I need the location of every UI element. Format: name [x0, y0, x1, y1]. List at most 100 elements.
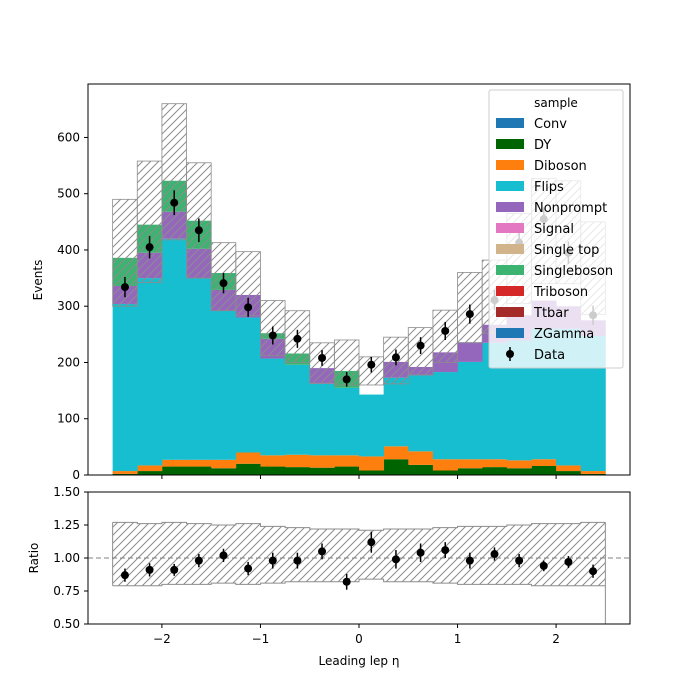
ratio-y-ticks: 0.50 0.75 1.00 1.25 1.50: [53, 485, 88, 631]
ratio-uncertainty-band: [112, 521, 606, 624]
y-tick-label: 1.25: [53, 518, 80, 532]
ratio-point: [465, 556, 474, 565]
ratio-point: [416, 548, 425, 557]
bar-dy: [260, 466, 286, 475]
bar-flips: [112, 303, 138, 472]
ratio-band-bin: [334, 528, 359, 582]
bar-dy: [334, 466, 360, 475]
main-panel: 0 100 200 300 400 500 600 Events sample Conv DY…: [31, 83, 631, 482]
y-tick-label: 100: [57, 412, 80, 426]
legend-items: Conv DY Diboson Flips Nonprompt Signal Single …: [496, 117, 613, 363]
legend-label-data: Data: [534, 348, 565, 363]
data-point: [367, 360, 376, 369]
legend-frame: [488, 89, 624, 369]
data-point: [170, 198, 179, 207]
y-tick-label: 1.00: [53, 551, 80, 565]
bar-dy: [556, 471, 582, 475]
legend-swatch-triboson: [496, 286, 524, 296]
x-tick-label: 2: [552, 632, 560, 646]
ratio-point: [244, 564, 253, 573]
ratio-point: [268, 556, 277, 565]
ratio-point: [194, 556, 203, 565]
ratio-point: [120, 571, 129, 580]
data-point: [120, 283, 129, 292]
bar-flips: [235, 317, 261, 453]
data-point: [342, 375, 351, 384]
bar-diboson: [334, 455, 360, 467]
legend-label-ttbar: Ttbar: [533, 306, 569, 321]
bar-diboson: [161, 459, 187, 467]
ratio-point: [293, 556, 302, 565]
ratio-point: [441, 546, 450, 555]
main-y-ticks: 0 100 200 300 400 500 600: [57, 130, 88, 482]
ratio-y-axis-label: Ratio: [27, 543, 41, 574]
bar-diboson: [432, 459, 458, 471]
bar-dy: [531, 465, 557, 475]
legend-label-singleboson: Singleboson: [534, 264, 613, 279]
legend-swatch-dy: [496, 139, 524, 149]
ratio-band-lower-edge: [112, 578, 606, 587]
data-point: [441, 326, 450, 335]
bar-diboson: [457, 459, 483, 469]
bar-dy: [112, 473, 138, 475]
bar-diboson: [186, 459, 212, 467]
x-tick-label: 0: [355, 632, 363, 646]
legend-data-marker: [506, 350, 514, 358]
bar-dy: [137, 471, 163, 475]
bar-dy: [161, 466, 187, 475]
ratio-band-upper-edge: [112, 521, 606, 531]
bar-dy: [211, 468, 237, 475]
data-point: [318, 353, 327, 362]
y-tick-label: 0: [72, 468, 80, 482]
bar-flips: [408, 375, 434, 452]
bar-diboson: [137, 465, 163, 472]
legend-label-signal: Signal: [534, 222, 574, 237]
bar-flips: [383, 377, 409, 447]
legend: sample Conv DY Diboson Flips Nonprompt Signal…: [488, 89, 624, 369]
bar-flips: [211, 310, 237, 460]
bar-diboson: [383, 446, 409, 460]
ratio-x-ticks: −2 −1 0 1 2: [153, 624, 560, 646]
legend-swatch-nonprompt: [496, 202, 524, 212]
legend-swatch-flips: [496, 181, 524, 191]
bar-dy: [186, 466, 212, 475]
ratio-point: [367, 538, 376, 547]
data-point: [194, 226, 203, 235]
x-tick-label: 1: [454, 632, 462, 646]
legend-swatch-diboson: [496, 160, 524, 170]
bar-diboson: [531, 459, 557, 466]
uncertainty-bin: [161, 103, 187, 241]
bar-diboson: [260, 455, 286, 467]
data-point: [244, 303, 253, 312]
legend-swatch-signal: [496, 223, 524, 233]
legend-label-flips: Flips: [534, 180, 564, 195]
bar-dy: [506, 468, 532, 475]
ratio-points: [120, 531, 598, 590]
bar-flips: [309, 383, 335, 456]
y-tick-label: 0.50: [53, 617, 80, 631]
uncertainty-bin: [186, 162, 212, 279]
y-tick-label: 0.75: [53, 584, 80, 598]
legend-label-diboson: Diboson: [534, 159, 587, 174]
legend-label-nonprompt: Nonprompt: [534, 201, 607, 216]
bar-flips: [161, 238, 187, 460]
ratio-point: [564, 557, 573, 566]
x-axis-label: Leading lep η: [319, 654, 400, 668]
main-x-ticks: [161, 475, 557, 479]
data-point: [268, 331, 277, 340]
ratio-panel: −2 −1 0 1 2 0.50 0.75 1.00 1.25 1.50 Ratio Leadi…: [27, 485, 631, 668]
y-tick-label: 300: [57, 299, 80, 313]
legend-label-zgamma: ZGamma: [534, 327, 594, 342]
ratio-point: [391, 555, 400, 564]
legend-swatch-zgamma: [496, 328, 524, 338]
bar-dy: [359, 470, 385, 475]
x-tick-label: −1: [252, 632, 270, 646]
bar-flips: [432, 372, 458, 460]
ratio-point: [515, 556, 524, 565]
legend-swatch-single-top: [496, 244, 524, 254]
ratio-point: [170, 565, 179, 574]
ratio-point: [342, 577, 351, 586]
bar-flips: [334, 387, 360, 456]
data-point: [293, 334, 302, 343]
